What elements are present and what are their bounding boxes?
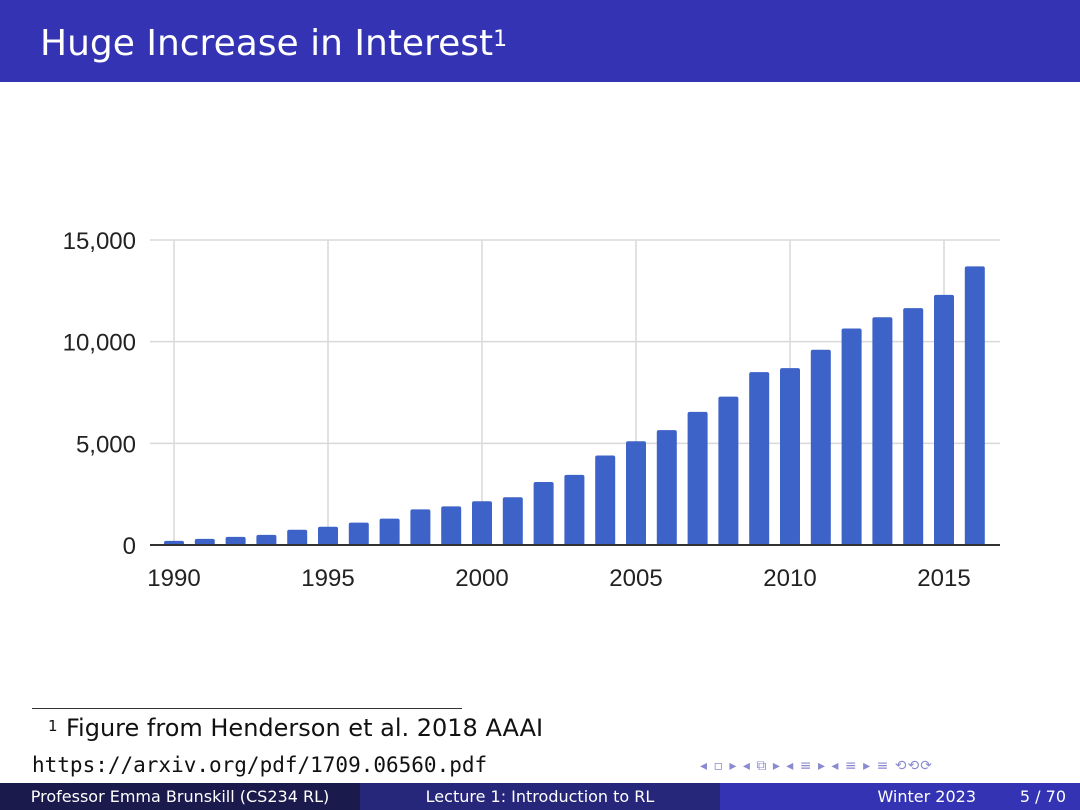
- y-tick-label: 5,000: [76, 431, 136, 458]
- x-tick-label: 2010: [763, 565, 816, 592]
- bar: [256, 534, 277, 545]
- bar: [225, 536, 246, 545]
- x-tick-label: 2005: [609, 565, 662, 592]
- footnote-mark: 1: [48, 717, 58, 735]
- bar: [841, 328, 862, 545]
- title-bar: Huge Increase in Interest1: [0, 0, 1080, 82]
- footnote-rule: [32, 708, 462, 709]
- bar: [810, 349, 831, 545]
- bar: [656, 430, 677, 545]
- y-tick-label: 10,000: [63, 330, 136, 357]
- footer-lecture: Lecture 1: Introduction to RL: [360, 783, 720, 810]
- bar-chart: 0 5,000 10,000 15,000 1990 1995 2000 2005 2010 20…: [63, 228, 1000, 592]
- bar: [564, 474, 585, 545]
- bar: [749, 372, 770, 545]
- footnote-text: Figure from Henderson et al. 2018 AAAI: [66, 714, 544, 742]
- title-footnote-mark: 1: [493, 27, 508, 52]
- bar: [194, 538, 215, 545]
- bar: [441, 506, 462, 545]
- bar: [164, 540, 184, 545]
- x-tick-label: 2015: [917, 565, 970, 592]
- bar: [872, 317, 893, 545]
- slide-footer: Professor Emma Brunskill (CS234 RL) Lect…: [0, 783, 1080, 810]
- x-tick-label: 1990: [147, 565, 200, 592]
- slide-title-text: Huge Increase in Interest: [40, 23, 494, 64]
- footnote: 1 Figure from Henderson et al. 2018 AAAI: [48, 713, 544, 743]
- x-tick-label: 1995: [301, 565, 354, 592]
- bar: [934, 294, 954, 545]
- footer-author: Professor Emma Brunskill (CS234 RL): [0, 783, 360, 810]
- bar: [318, 526, 338, 545]
- bar: [287, 529, 308, 545]
- bar: [379, 518, 400, 545]
- beamer-navigation-icons[interactable]: ◂ ▫ ▸ ◂ ⧉ ▸ ◂ ≡ ▸ ◂ ≡ ▸ ≡ ⟲⟲⟳: [700, 758, 933, 774]
- footnote-url[interactable]: https://arxiv.org/pdf/1709.06560.pdf: [32, 753, 488, 777]
- footer-page-number: 5 / 70: [1019, 787, 1066, 806]
- footer-right: Winter 2023 5 / 70: [720, 783, 1080, 810]
- y-tick-label: 15,000: [63, 228, 136, 255]
- y-tick-label: 0: [123, 533, 136, 560]
- slide-title: Huge Increase in Interest1: [40, 22, 507, 66]
- bar: [595, 455, 616, 545]
- bar: [964, 266, 985, 545]
- bar: [502, 497, 523, 545]
- bar: [410, 509, 431, 545]
- bar: [718, 396, 739, 545]
- bar: [533, 481, 554, 545]
- bar: [348, 522, 369, 545]
- x-tick-label: 2000: [455, 565, 508, 592]
- bar: [903, 308, 924, 545]
- bar: [687, 411, 708, 545]
- bar: [780, 368, 800, 545]
- footer-date: Winter 2023: [877, 787, 976, 806]
- bar: [472, 501, 492, 545]
- bar: [626, 441, 646, 545]
